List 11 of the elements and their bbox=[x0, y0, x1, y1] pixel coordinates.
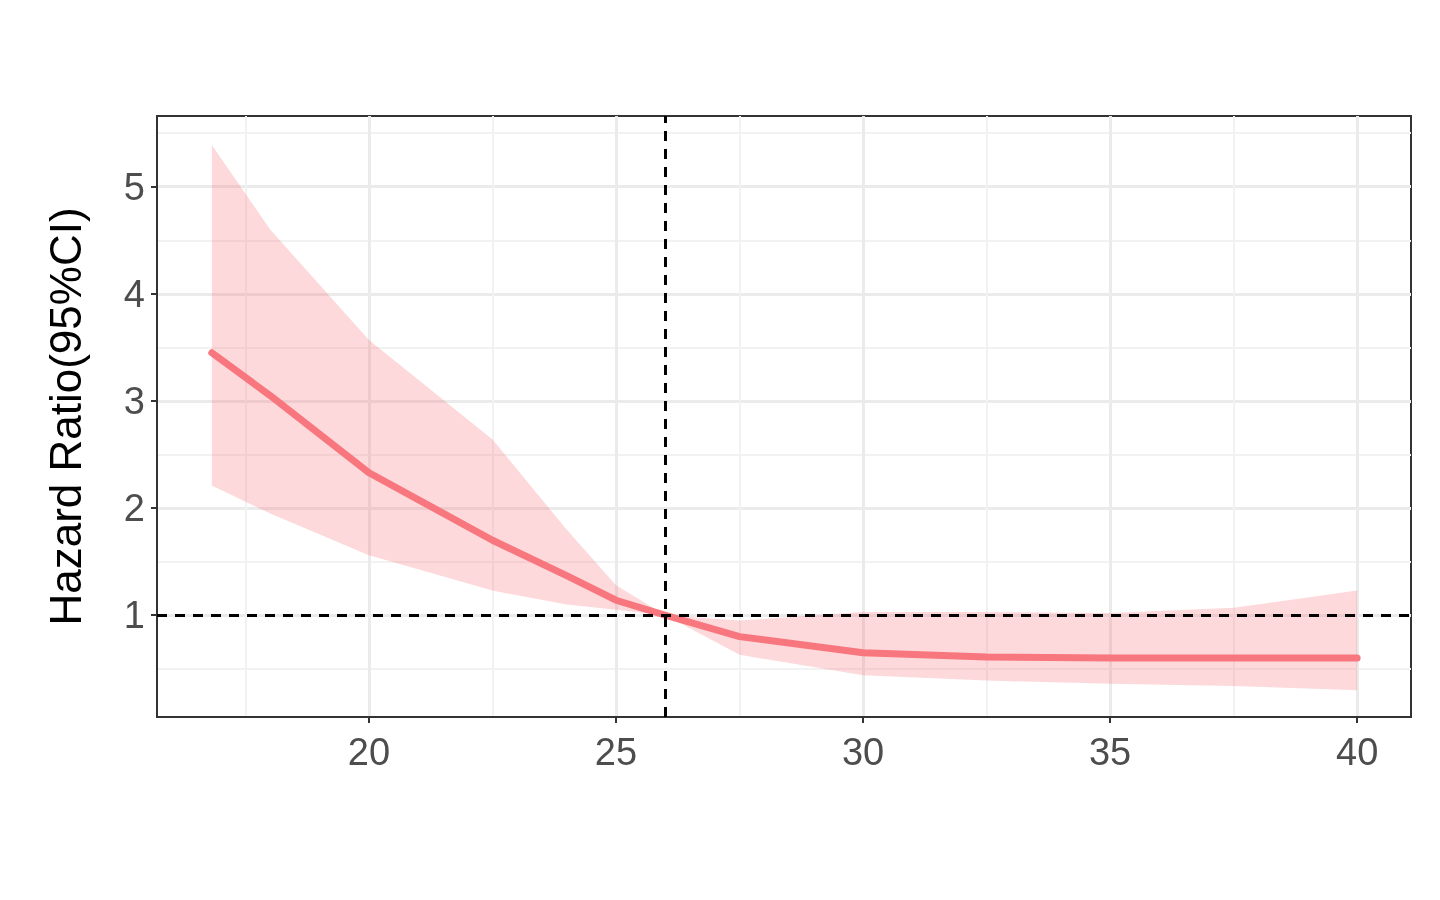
y-tick-label: 4 bbox=[123, 272, 145, 315]
x-tick-label: 25 bbox=[594, 731, 638, 773]
x-tick-label: 30 bbox=[841, 731, 885, 773]
y-tick-label: 1 bbox=[123, 594, 145, 637]
y-axis-title: Hazard Ratio(95%CI) bbox=[40, 207, 90, 626]
y-tick-label: 3 bbox=[123, 379, 145, 422]
x-tick-label: 20 bbox=[347, 731, 391, 773]
x-tick-label: 40 bbox=[1336, 731, 1379, 773]
y-tick-label: 2 bbox=[123, 487, 145, 530]
y-tick-label: 5 bbox=[123, 165, 145, 208]
x-tick-label: 35 bbox=[1088, 731, 1132, 773]
